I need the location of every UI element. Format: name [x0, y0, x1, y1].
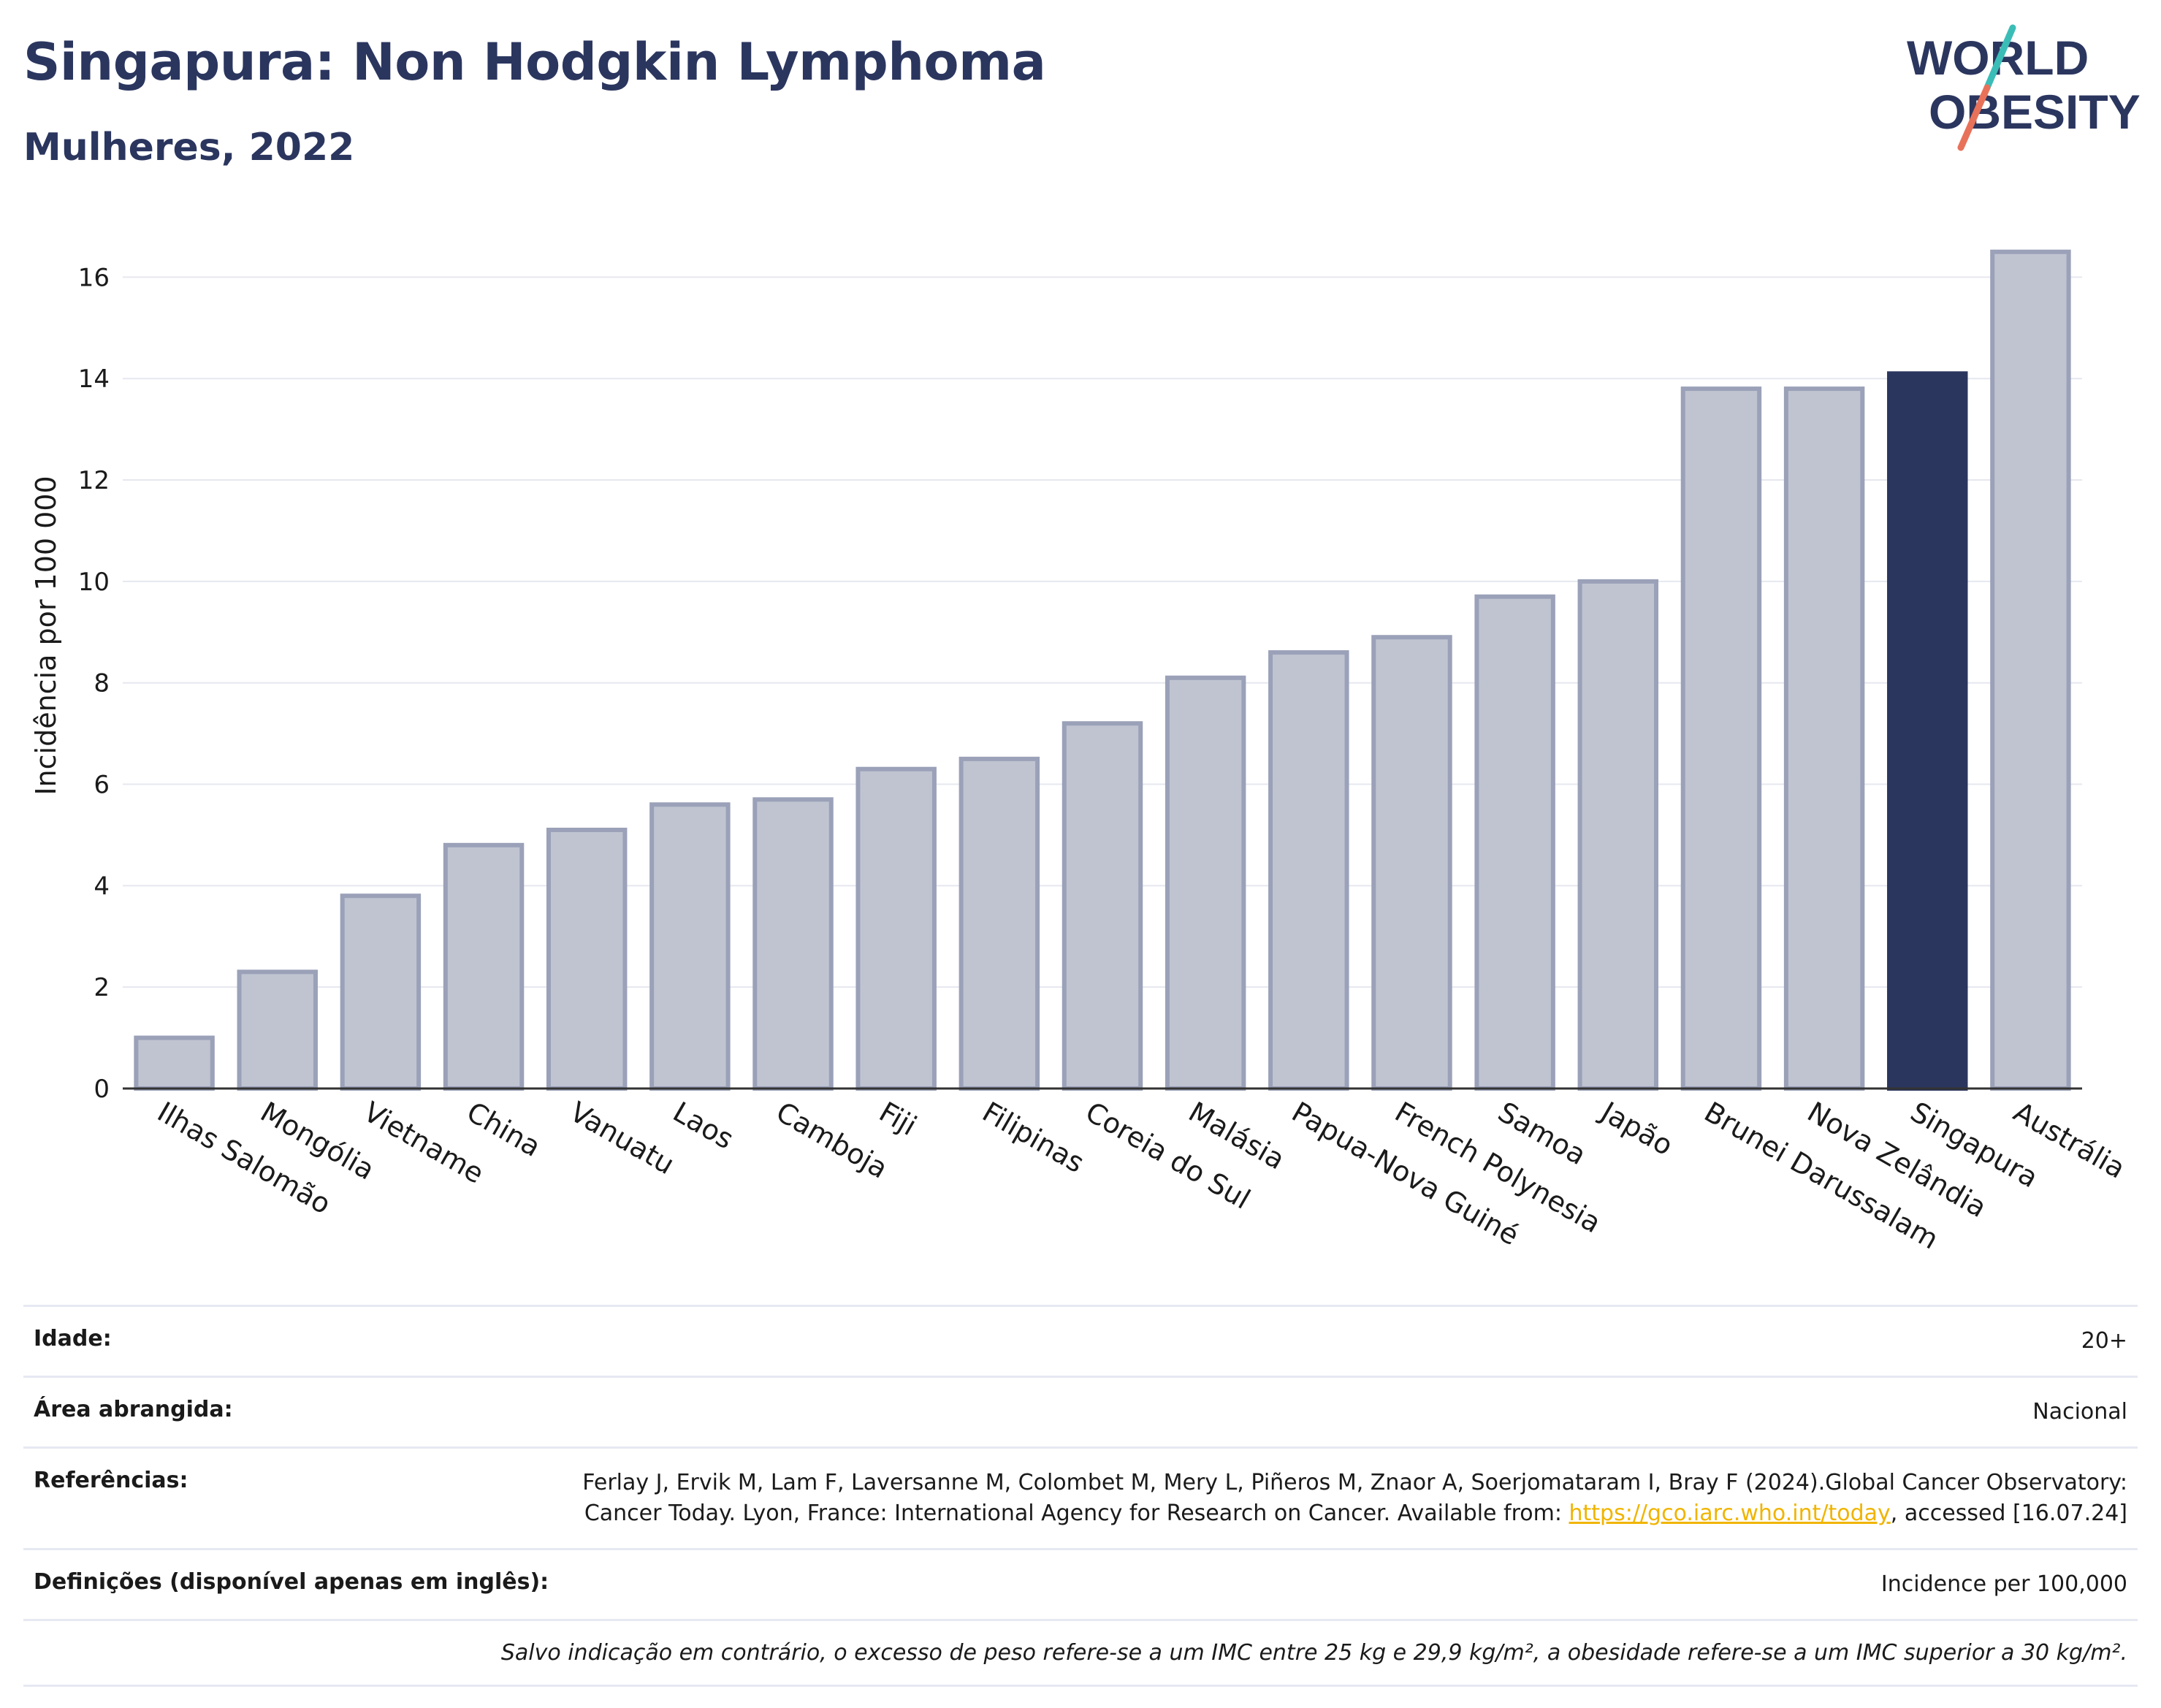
y-tick-label: 10 — [78, 568, 110, 597]
bar-vanuatu — [546, 828, 628, 1091]
bar-coreia-do-sul — [1062, 721, 1143, 1091]
y-tick-label: 14 — [78, 365, 110, 394]
bar-nova-zel-ndia — [1783, 386, 1865, 1091]
footnote: Salvo indicação em contrário, o excesso … — [500, 1640, 2127, 1666]
age-value: 20+ — [2081, 1328, 2127, 1354]
bar-brunei-darussalam — [1680, 386, 1762, 1091]
x-tick-label: Laos — [668, 1096, 739, 1156]
bar-samoa — [1474, 594, 1555, 1091]
bar-fiji — [855, 766, 937, 1091]
info-row-references: Referências: Ferlay J, Ervik M, Lam F, L… — [23, 1446, 2138, 1548]
bar-china — [443, 842, 525, 1091]
bar-vietname — [340, 893, 422, 1091]
bar-austr-lia — [1990, 249, 2071, 1091]
x-tick-label: Filipinas — [977, 1096, 1089, 1179]
x-tick-label: Fiji — [874, 1096, 922, 1142]
bar-french-polynesia — [1371, 635, 1452, 1091]
chart-subtitle: Mulheres, 2022 — [23, 126, 355, 169]
x-tick-label: Vanuatu — [565, 1096, 680, 1181]
logo-word-obesity: OBESITY — [1929, 85, 2141, 139]
info-table: Idade: 20+ Área abrangida: Nacional Refe… — [23, 1305, 2138, 1687]
bar-jap-o — [1577, 579, 1659, 1091]
info-row-age: Idade: 20+ — [23, 1305, 2138, 1376]
area-label: Área abrangida: — [34, 1397, 233, 1422]
chart-title: Singapura: Non Hodgkin Lymphoma — [23, 32, 1046, 92]
y-tick-label: 2 — [94, 973, 110, 1002]
references-link[interactable]: https://gco.iarc.who.int/today — [1569, 1501, 1891, 1526]
info-row-definitions: Definições (disponível apenas em inglês)… — [23, 1548, 2138, 1619]
bar-mong-lia — [237, 969, 318, 1091]
y-tick-label: 0 — [94, 1075, 110, 1104]
references-value: Ferlay J, Ervik M, Lam F, Laversanne M, … — [520, 1468, 2127, 1529]
bar-singapura — [1887, 371, 1968, 1091]
bar-filipinas — [958, 756, 1040, 1091]
definitions-value: Incidence per 100,000 — [1880, 1571, 2127, 1597]
x-tick-label: Japão — [1595, 1095, 1679, 1162]
info-row-area: Área abrangida: Nacional — [23, 1376, 2138, 1446]
bar-mal-sia — [1165, 675, 1246, 1091]
world-obesity-logo: WORLD OBESITY — [1907, 22, 2148, 153]
logo-slash-teal — [1983, 24, 2016, 91]
y-axis-title: Incidência por 100 000 — [30, 476, 62, 795]
logo-slash-coral — [1957, 84, 1991, 151]
logo-graphic: WORLD OBESITY — [1907, 24, 2141, 151]
area-value: Nacional — [2032, 1399, 2127, 1425]
y-tick-label: 6 — [94, 771, 110, 800]
references-text: Ferlay J, Ervik M, Lam F, Laversanne M, … — [582, 1470, 2127, 1526]
references-accessed: , accessed [16.07.24] — [1890, 1501, 2127, 1526]
bar-ilhas-salom-o — [134, 1035, 215, 1091]
bar-papua-nova-guin- — [1268, 650, 1349, 1091]
definitions-label: Definições (disponível apenas em inglês)… — [34, 1569, 549, 1595]
info-row-note: Salvo indicação em contrário, o excesso … — [23, 1619, 2138, 1687]
bars — [134, 249, 2071, 1091]
references-label: Referências: — [34, 1468, 188, 1493]
y-tick-label: 16 — [78, 263, 110, 292]
y-tick-label: 8 — [94, 669, 110, 698]
bar-laos — [649, 802, 731, 1091]
age-label: Idade: — [34, 1326, 112, 1351]
bar-camboja — [752, 797, 834, 1091]
x-tick-label: Ilhas Salomão — [152, 1096, 336, 1221]
x-tick-label: Camboja — [771, 1096, 893, 1185]
y-tick-label: 12 — [78, 466, 110, 495]
y-tick-label: 4 — [94, 872, 110, 901]
